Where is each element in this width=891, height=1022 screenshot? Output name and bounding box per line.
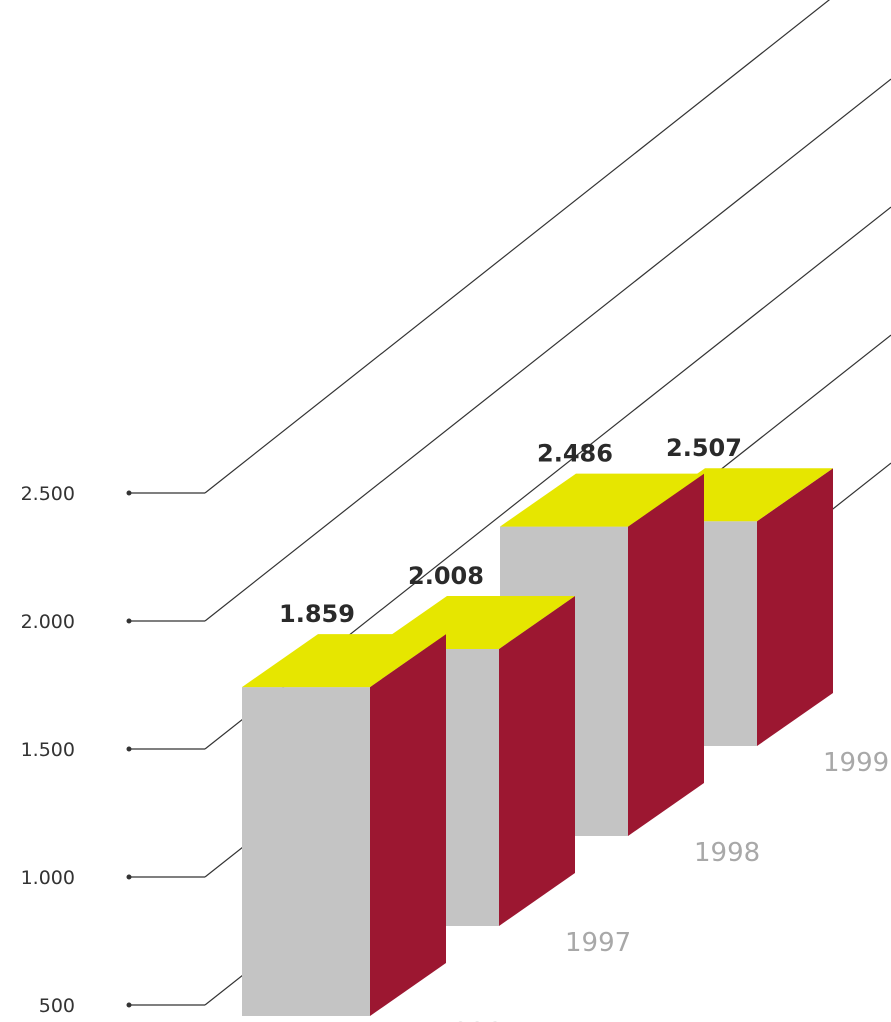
bars: 2.507 1999 2.486 1998 2.008 1997 1.859 1996 <box>242 434 889 1022</box>
bar-top-face <box>242 634 446 688</box>
bar-year-label: 1996 <box>436 1018 502 1022</box>
y-tick-label: 2.500 <box>21 483 75 505</box>
bar-1996: 1.859 1996 <box>242 600 502 1022</box>
bar-side-face <box>628 473 704 836</box>
bar-year-label: 1998 <box>694 838 760 868</box>
bar-front-face <box>242 687 370 1016</box>
grid-line <box>204 78 891 622</box>
bar-year-label: 1997 <box>565 928 631 958</box>
bar-side-face <box>499 595 575 926</box>
grid-line <box>204 0 831 494</box>
bar-side-face <box>757 468 833 746</box>
bar-year-label: 1999 <box>823 748 889 778</box>
bar-value-label: 2.507 <box>666 434 742 462</box>
bar-value-label: 2.008 <box>408 562 484 590</box>
y-axis-ticks: 500 1.000 1.500 2.000 2.500 <box>21 483 205 1017</box>
y-tick-label: 500 <box>39 995 75 1017</box>
bar-value-label: 1.859 <box>279 600 355 628</box>
bar-value-label: 2.486 <box>537 440 613 468</box>
y-tick-label: 1.500 <box>21 739 75 761</box>
y-tick-label: 2.000 <box>21 611 75 633</box>
y-tick-label: 1.000 <box>21 867 75 889</box>
bar-top-face <box>500 473 704 527</box>
bar-side-face <box>370 634 446 1016</box>
